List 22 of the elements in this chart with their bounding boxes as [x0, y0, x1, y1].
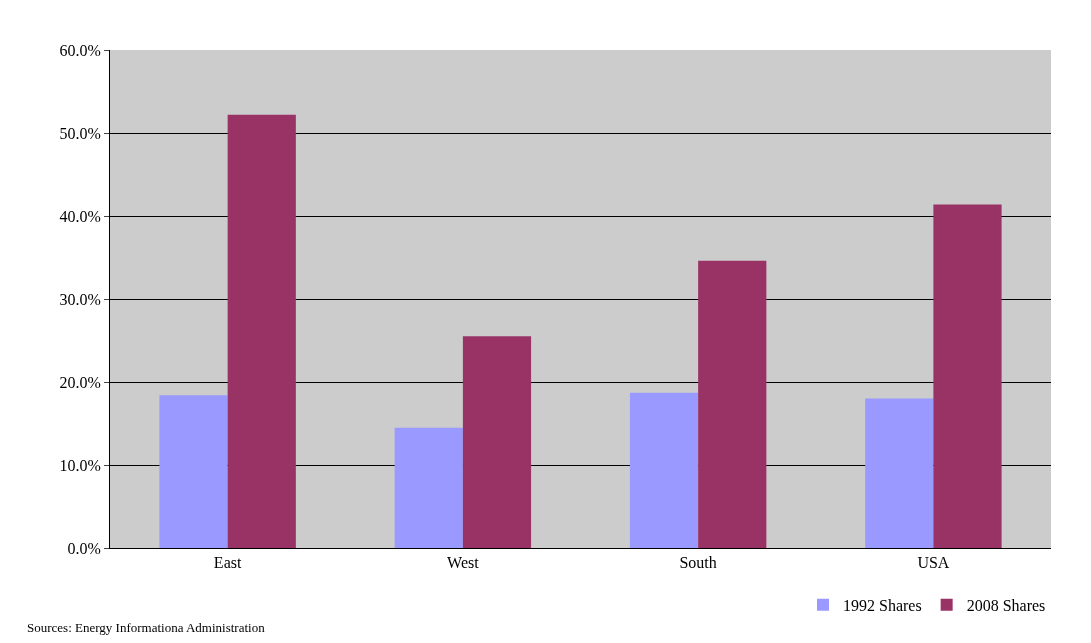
source-note: Sources: Energy Informationa Administration — [27, 620, 266, 635]
bar — [462, 336, 532, 548]
bar — [159, 395, 228, 548]
bar — [698, 260, 767, 548]
y-tick-label: 20.0% — [59, 373, 101, 391]
x-tick-label: West — [447, 554, 480, 572]
x-tick-label: South — [679, 554, 717, 572]
bar — [933, 204, 1002, 548]
bar — [394, 427, 463, 548]
y-tick-label: 10.0% — [59, 456, 101, 474]
bar — [865, 398, 934, 548]
legend-label: 1992 Shares — [843, 596, 922, 614]
y-tick-label: 0.0% — [67, 539, 101, 557]
bar — [629, 392, 699, 548]
y-tick-label: 50.0% — [59, 124, 101, 142]
y-tick-label: 30.0% — [59, 290, 101, 308]
legend-label: 2008 Shares — [966, 596, 1046, 614]
y-tick-label: 60.0% — [59, 41, 101, 59]
y-tick-label: 40.0% — [59, 207, 101, 225]
bar — [227, 114, 296, 548]
x-tick-label: East — [213, 554, 242, 572]
x-tick-label: USA — [917, 554, 950, 572]
